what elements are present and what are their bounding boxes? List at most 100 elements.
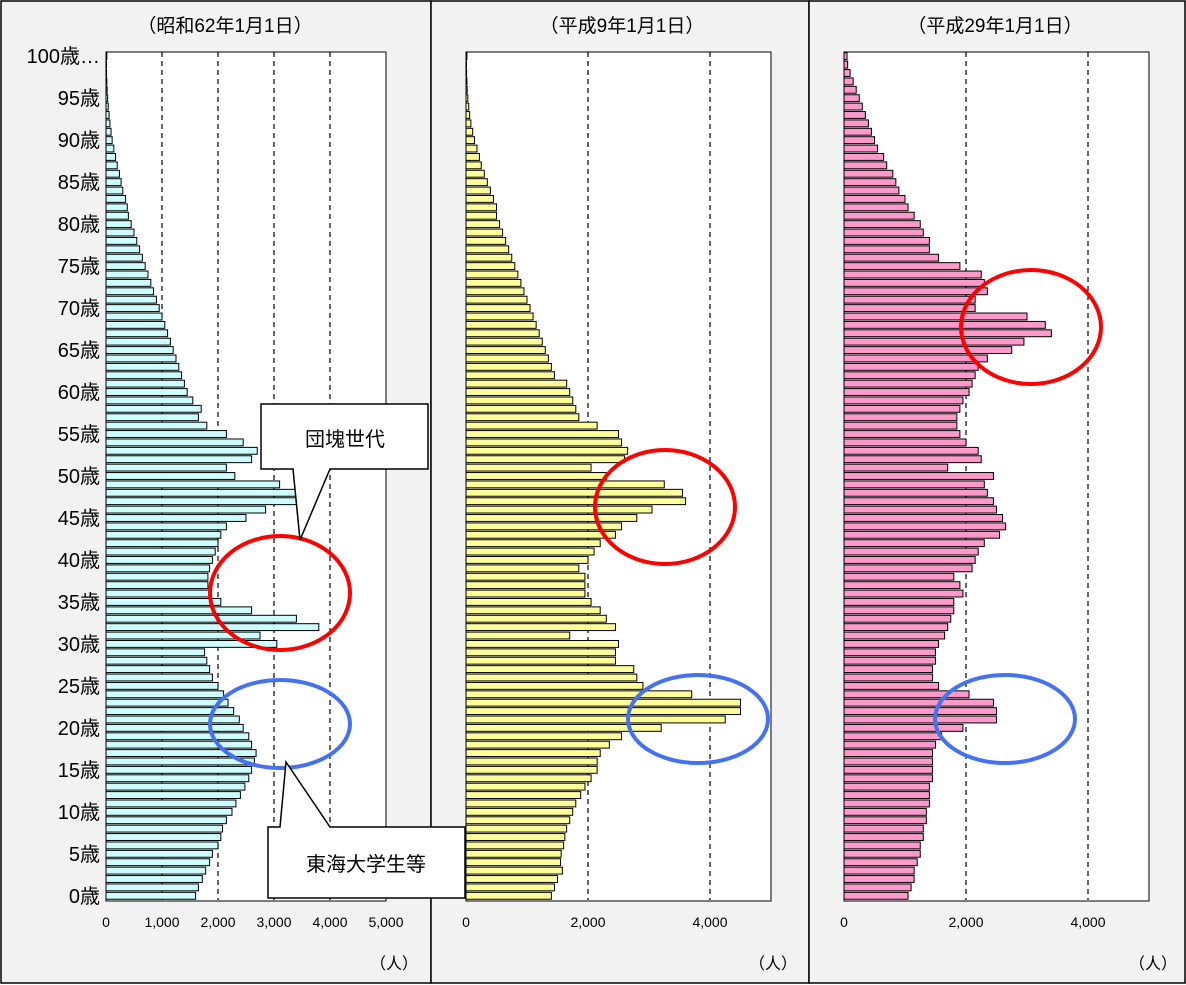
bar-age-31 [105, 631, 261, 640]
bar-age-57 [465, 413, 580, 422]
bar-age-64 [843, 354, 988, 363]
bar-age-90 [105, 136, 113, 145]
x-axis-tick-labels: 0 2,000 4,000 [840, 914, 1106, 930]
bar-age-37 [105, 581, 209, 590]
bar-age-9 [465, 816, 571, 825]
bar-age-27 [843, 665, 933, 674]
x-tick-label: 4,000 [692, 914, 727, 930]
age-label: 60歳 [58, 381, 100, 404]
bar-age-62 [843, 371, 976, 380]
bar-age-56 [843, 421, 958, 430]
bar-age-10 [465, 807, 574, 816]
bar-age-27 [465, 665, 635, 674]
age-label: 20歳 [58, 717, 100, 740]
bar-age-84 [843, 186, 900, 195]
bar-age-42 [843, 539, 985, 548]
bar-age-0 [105, 891, 197, 900]
age-label: 5歳 [69, 843, 100, 866]
bar-age-73 [465, 278, 522, 287]
bar-age-54 [843, 438, 967, 447]
bar-age-16 [843, 757, 933, 766]
x-tick-label: 2,000 [948, 914, 983, 930]
x-axis-tick-labels: 0 2,000 4,000 [462, 914, 728, 930]
bar-age-47 [843, 497, 994, 506]
bar-age-12 [843, 791, 930, 799]
bar-age-100 [465, 52, 468, 61]
bar-age-40 [105, 556, 213, 564]
age-axis-labels: 0歳 5歳 10歳 15歳 20歳 25歳 30歳 35歳 40歳 45歳 50歳 55歳 60歳 65歳… [27, 45, 100, 908]
bar-age-15 [465, 765, 598, 774]
bar-age-52 [465, 455, 626, 464]
bar-age-86 [465, 169, 485, 178]
bar-age-18 [105, 740, 253, 749]
x-tick-label: 4,000 [312, 914, 347, 930]
bar-age-21 [465, 715, 726, 724]
university-students-callout: 東海大学生等 [267, 759, 466, 899]
bar-age-46 [843, 505, 997, 514]
bar-age-69 [843, 312, 1028, 321]
unit-label: （人） [370, 955, 418, 973]
bar-age-3 [843, 866, 915, 875]
age-label: 55歳 [58, 423, 100, 446]
bar-age-13 [843, 782, 930, 791]
bar-age-11 [843, 799, 930, 808]
bar-age-9 [105, 816, 227, 825]
dankai-generation-label: 団塊世代 [305, 428, 385, 451]
dankai-generation-callout: 団塊世代 [260, 403, 429, 541]
bar-age-71 [843, 295, 976, 304]
bar-age-25 [843, 681, 940, 690]
bar-age-81 [843, 211, 915, 220]
bar-age-92 [105, 119, 111, 128]
x-tick-label: 0 [102, 914, 110, 930]
x-axis-tick-labels: 0 1,000 2,000 3,000 4,000 5,000 [102, 914, 404, 930]
bar-age-8 [105, 824, 223, 833]
bar-age-71 [465, 295, 528, 304]
bar-age-45 [843, 514, 1004, 522]
bar-age-45 [465, 514, 638, 522]
bar-age-93 [105, 111, 110, 119]
bar-age-50 [105, 472, 236, 480]
bar-age-50 [843, 472, 994, 480]
bar-age-7 [465, 833, 566, 841]
bar-age-49 [105, 480, 281, 489]
bar-age-91 [105, 127, 112, 136]
bar-age-1 [105, 883, 199, 892]
bar-age-39 [465, 564, 580, 573]
bar-age-65 [105, 346, 174, 354]
bar-age-52 [105, 455, 253, 464]
bar-age-4 [465, 858, 562, 867]
age-label: 70歳 [58, 297, 100, 320]
panel-title: （平成9年1月1日） [540, 15, 705, 37]
bar-age-83 [465, 194, 494, 203]
bar-age-76 [105, 253, 143, 262]
bar-age-29 [843, 648, 936, 657]
bar-age-43 [465, 530, 616, 539]
bar-age-70 [843, 304, 976, 313]
bar-age-64 [465, 354, 549, 363]
bar-age-44 [843, 522, 1007, 531]
bar-age-25 [465, 681, 644, 690]
bar-age-62 [105, 371, 183, 380]
bar-age-80 [105, 220, 132, 229]
bar-age-97 [465, 77, 468, 86]
bar-age-78 [843, 236, 930, 245]
bar-age-55 [843, 430, 961, 438]
bar-age-35 [465, 598, 592, 606]
bar-age-23 [105, 698, 229, 707]
bar-age-24 [105, 690, 225, 699]
bar-age-30 [843, 639, 940, 648]
bar-age-32 [843, 623, 949, 632]
bar-age-82 [843, 203, 909, 212]
bar-age-95 [843, 94, 860, 103]
bar-age-44 [465, 522, 623, 531]
bar-age-31 [465, 631, 571, 640]
bar-age-74 [105, 270, 149, 279]
bar-age-11 [105, 799, 237, 808]
bar-age-0 [843, 891, 909, 900]
bar-age-38 [465, 572, 586, 581]
bar-age-1 [843, 883, 912, 892]
bar-age-97 [843, 77, 854, 86]
x-tick-label: 0 [840, 914, 848, 930]
bar-age-4 [843, 858, 918, 867]
bar-age-33 [465, 614, 607, 623]
